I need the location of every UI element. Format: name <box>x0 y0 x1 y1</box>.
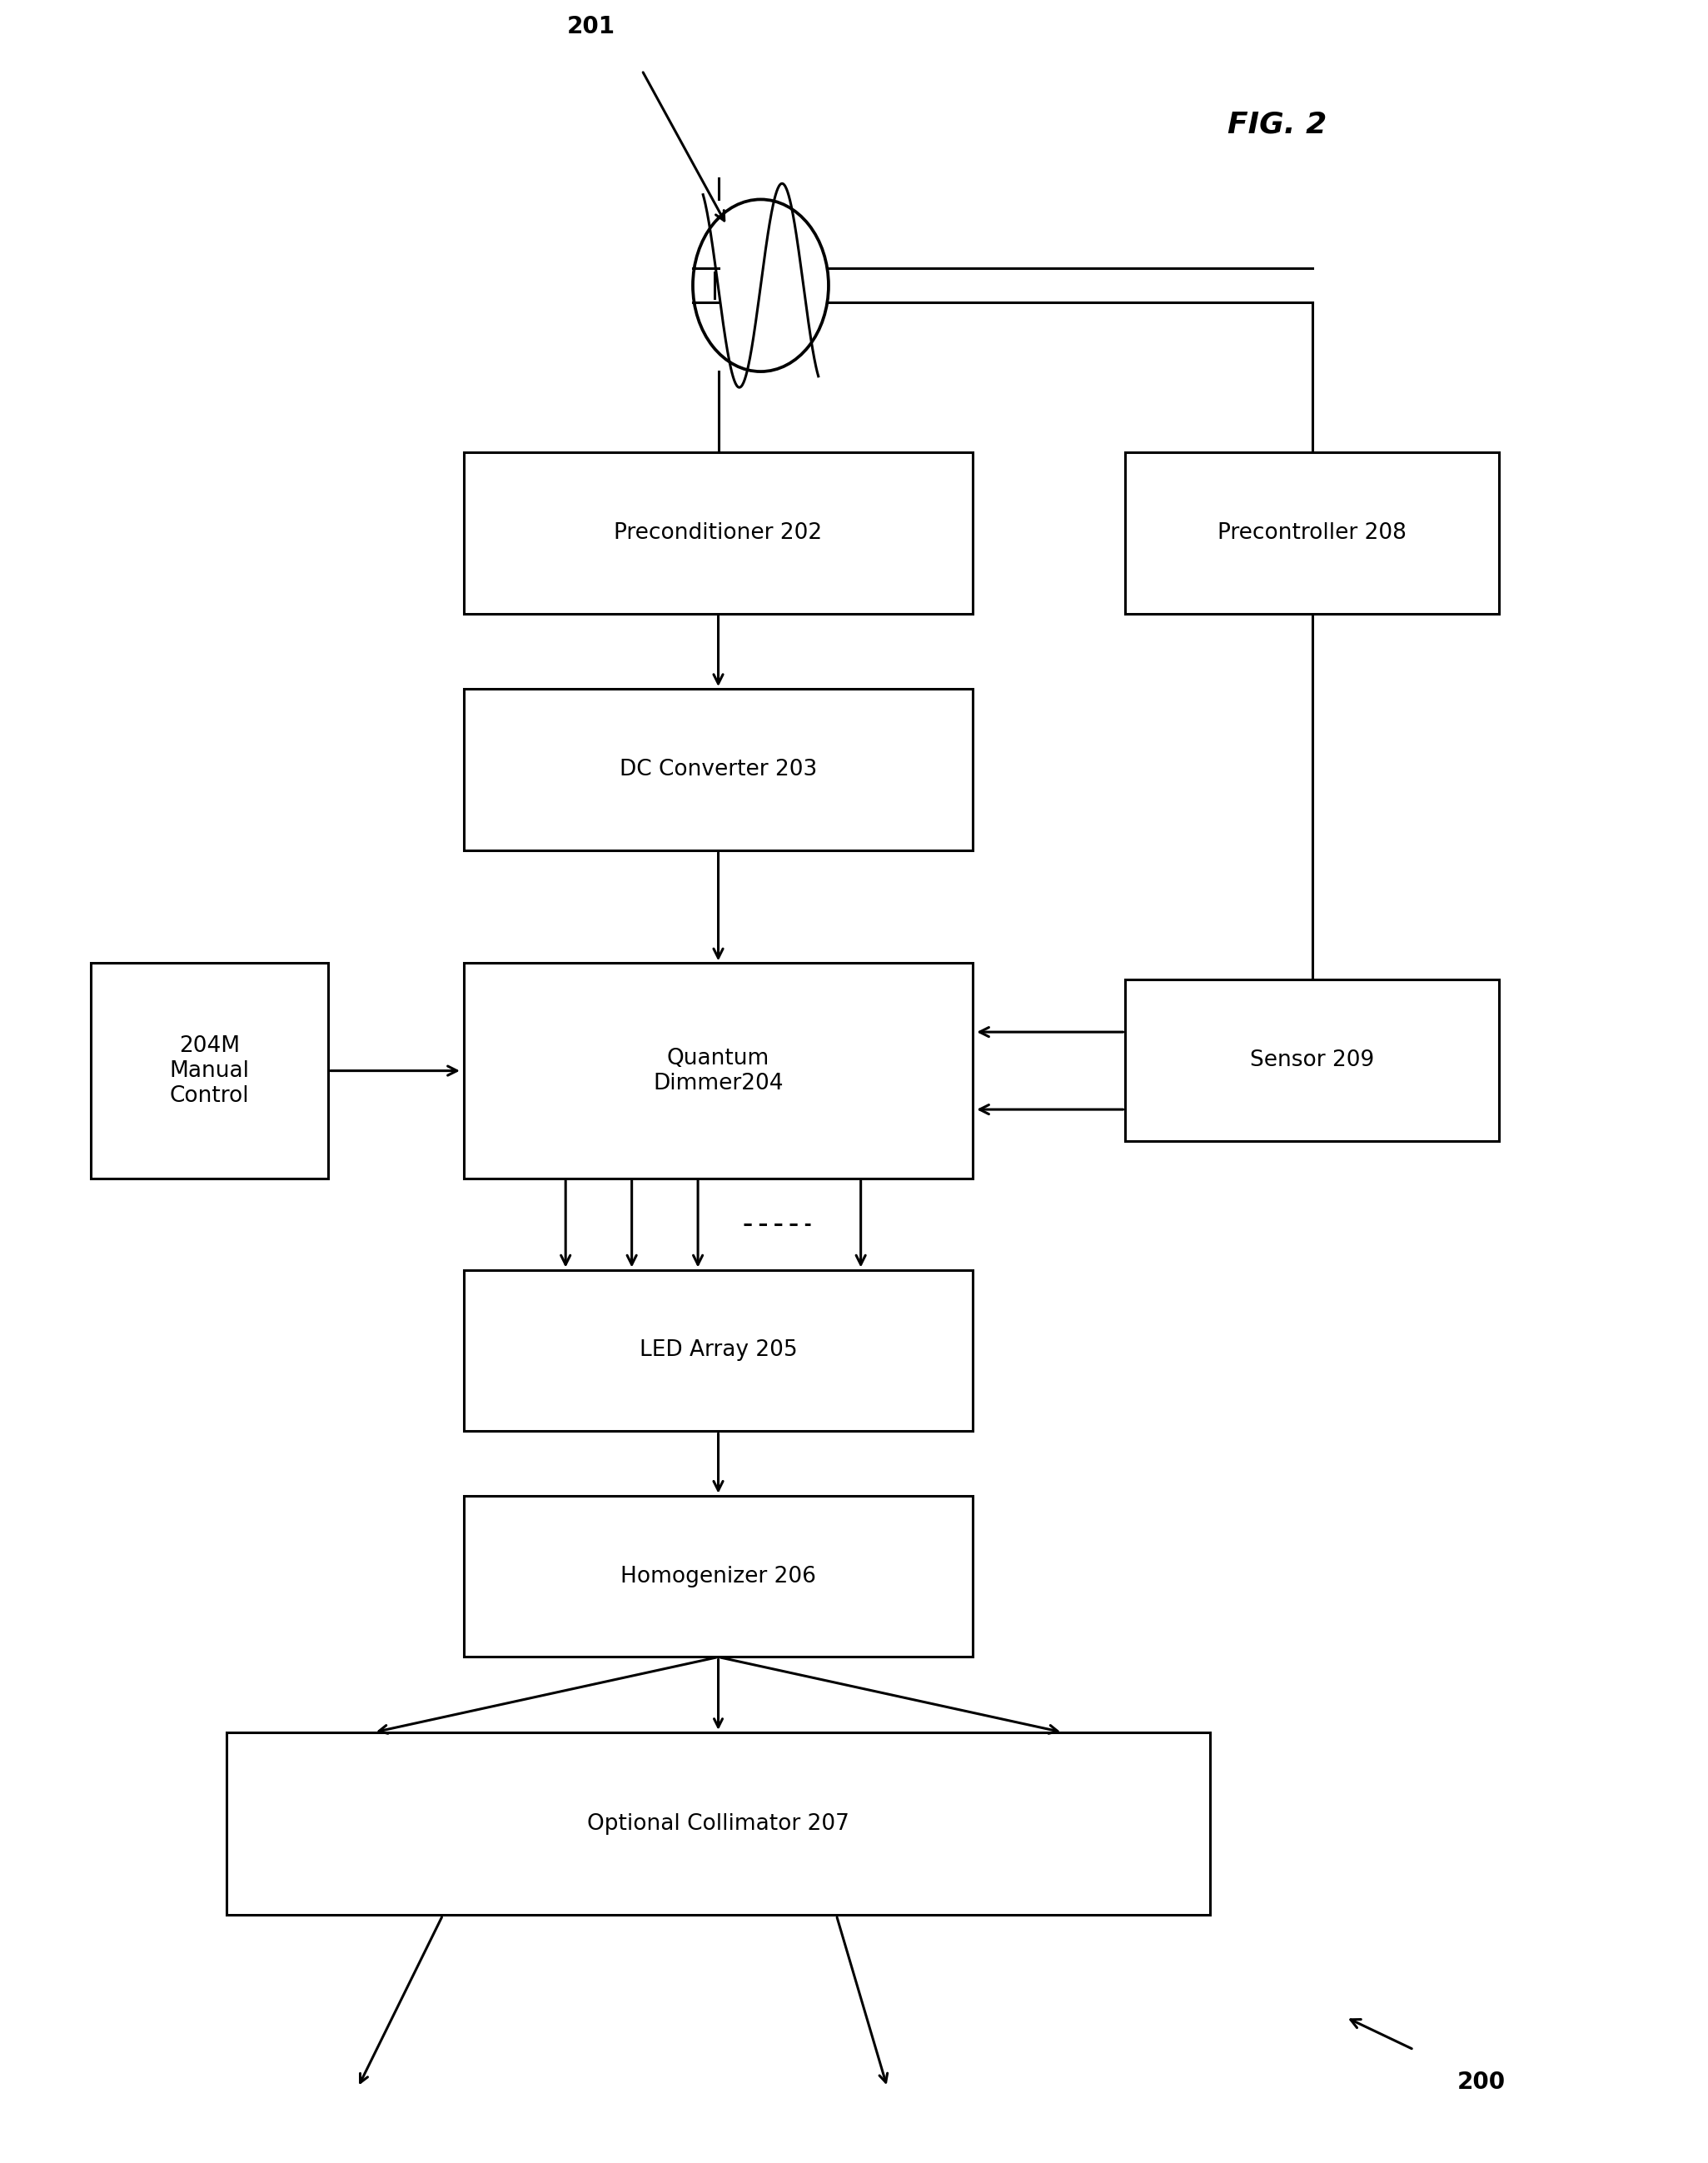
Text: Optional Collimator 207: Optional Collimator 207 <box>588 1813 849 1834</box>
Text: Sensor 209: Sensor 209 <box>1250 1049 1375 1071</box>
Text: FIG. 2: FIG. 2 <box>1228 110 1327 138</box>
Text: DC Converter 203: DC Converter 203 <box>620 759 816 781</box>
Text: 200: 200 <box>1457 2070 1506 2094</box>
Bar <box>1126 452 1498 614</box>
Bar <box>465 1270 974 1432</box>
Bar <box>465 452 974 614</box>
Bar <box>91 963 328 1179</box>
Text: Homogenizer 206: Homogenizer 206 <box>620 1566 816 1588</box>
Text: 201: 201 <box>567 15 615 39</box>
Text: Precontroller 208: Precontroller 208 <box>1218 521 1406 543</box>
Bar <box>1126 980 1498 1140</box>
Text: Preconditioner 202: Preconditioner 202 <box>615 521 823 543</box>
Bar <box>465 1495 974 1657</box>
Text: 204M
Manual
Control: 204M Manual Control <box>169 1034 249 1107</box>
Text: Quantum
Dimmer204: Quantum Dimmer204 <box>652 1047 784 1094</box>
Bar <box>465 963 974 1179</box>
Bar <box>227 1733 1211 1914</box>
Bar <box>465 688 974 850</box>
Text: LED Array 205: LED Array 205 <box>639 1339 798 1361</box>
